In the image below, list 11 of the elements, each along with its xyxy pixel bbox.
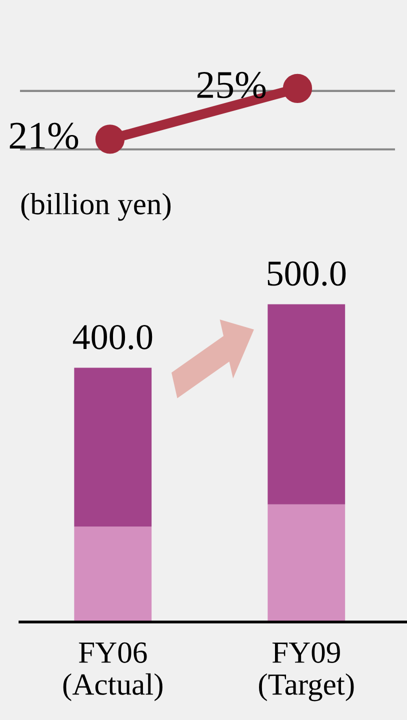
x-tick-label: FY06 (Actual): [63, 642, 162, 702]
bar: [268, 504, 346, 622]
bar: [74, 526, 152, 622]
bar: [268, 304, 346, 504]
annotation: 400.0: [72, 324, 152, 350]
annotation: 500.0: [268, 261, 346, 286]
data-label: 25%: [197, 72, 266, 98]
text: (billion yen): [21, 192, 171, 221]
bar: [74, 368, 152, 527]
data-label: 21%: [10, 122, 78, 150]
x-tick-label: FY09 (Target): [259, 642, 354, 702]
